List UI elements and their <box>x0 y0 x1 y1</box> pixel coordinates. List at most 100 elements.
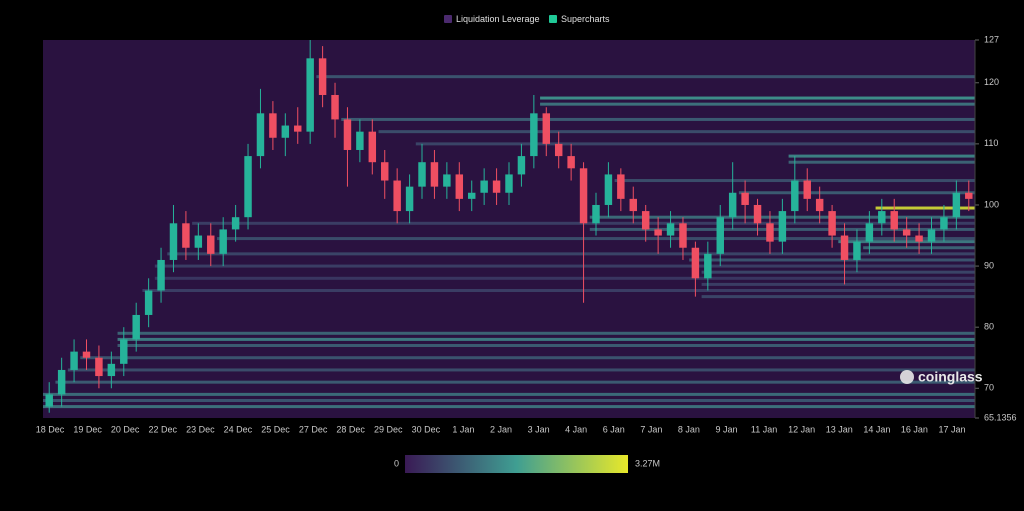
y-tick-label: 100 <box>984 199 999 209</box>
candle-body <box>443 174 451 187</box>
candle-body <box>641 211 650 230</box>
candle-body <box>207 235 215 254</box>
x-tick-label: 20 Dec <box>111 424 140 434</box>
x-tick-label: 1 Jan <box>452 424 474 434</box>
candle-body <box>530 113 538 157</box>
candle-body <box>554 143 563 157</box>
liquidation-band <box>117 344 975 348</box>
candle-body <box>244 156 252 218</box>
candle-body <box>567 156 575 169</box>
candle-body <box>231 217 240 230</box>
x-tick-label: 24 Dec <box>224 424 253 434</box>
liquidation-band <box>216 237 975 241</box>
liquidation-band <box>55 380 976 384</box>
x-tick-label: 30 Dec <box>412 424 441 434</box>
candle-body <box>927 229 936 242</box>
candle-body <box>356 131 364 150</box>
liquidation-band <box>378 130 975 134</box>
candle-body <box>815 198 824 212</box>
candle-body <box>45 394 53 407</box>
candle-body <box>629 198 637 212</box>
x-tick-label: 4 Jan <box>565 424 587 434</box>
liquidation-band <box>43 392 975 396</box>
candle-body <box>604 174 613 205</box>
liquidation-band <box>43 398 975 402</box>
candle-body <box>666 223 675 236</box>
candle-body <box>492 180 501 193</box>
x-tick-label: 25 Dec <box>261 424 290 434</box>
candle-body <box>269 113 277 138</box>
watermark: coinglass <box>918 369 983 385</box>
liquidation-band <box>540 102 975 106</box>
candle-body <box>144 290 153 315</box>
y-tick-label: 80 <box>984 322 994 332</box>
candle-body <box>741 192 749 205</box>
candle-body <box>132 314 140 340</box>
liquidation-band <box>67 368 975 372</box>
x-tick-label: 27 Dec <box>299 424 328 434</box>
candle-body <box>617 174 625 199</box>
x-tick-label: 2 Jan <box>490 424 512 434</box>
liquidation-band <box>43 405 975 409</box>
candle-body <box>716 217 724 254</box>
candle-body <box>294 125 302 132</box>
candle-body <box>331 94 339 120</box>
liquidation-band <box>701 270 975 274</box>
legend-label: Liquidation Leverage <box>456 14 540 24</box>
candle-body <box>704 253 712 279</box>
candle-body <box>281 125 290 138</box>
candle-body <box>368 131 377 163</box>
liquidation-band <box>689 258 975 262</box>
liquidation-band <box>875 206 975 210</box>
candle-body <box>753 204 762 224</box>
colorbar-label: 3.27M <box>635 458 660 468</box>
candle-body <box>405 186 414 212</box>
candle-body <box>592 204 600 224</box>
legend-label: Supercharts <box>561 14 610 24</box>
watermark-logo <box>900 370 914 384</box>
x-tick-label: 6 Jan <box>603 424 625 434</box>
liquidation-band <box>738 191 975 195</box>
candle-body <box>778 211 787 242</box>
liquidation-band <box>117 337 975 341</box>
candle-body <box>256 113 265 157</box>
liquidation-band <box>341 117 975 121</box>
candle-body <box>157 259 165 291</box>
candle-body <box>940 217 948 230</box>
liquidation-band <box>788 154 975 158</box>
candle-body <box>194 235 203 248</box>
candle-body <box>455 174 464 199</box>
candle-body <box>691 247 700 279</box>
x-tick-label: 22 Dec <box>148 424 177 434</box>
candle-body <box>120 339 128 364</box>
candle-body <box>169 223 178 260</box>
liquidation-band <box>154 264 976 268</box>
candle-body <box>82 351 91 358</box>
x-tick-label: 9 Jan <box>715 424 737 434</box>
x-tick-label: 28 Dec <box>336 424 365 434</box>
x-tick-label: 16 Jan <box>901 424 928 434</box>
x-tick-label: 17 Jan <box>938 424 965 434</box>
candle-body <box>728 192 737 218</box>
candle-body <box>467 192 476 199</box>
liquidation-band <box>117 331 975 335</box>
liquidation-band <box>142 289 975 293</box>
candle-body <box>418 162 426 187</box>
candle-body <box>219 229 227 254</box>
candle-body <box>840 235 849 260</box>
legend-swatch <box>444 15 452 23</box>
candle-body <box>890 211 898 230</box>
candle-body <box>381 162 389 181</box>
candle-body <box>107 363 116 377</box>
candle-body <box>579 168 588 224</box>
y-tick-label: 65.1356 <box>984 412 1017 422</box>
x-tick-label: 3 Jan <box>528 424 550 434</box>
candle-body <box>57 369 66 395</box>
y-tick-label: 90 <box>984 260 994 270</box>
y-tick-label: 127 <box>984 34 999 44</box>
candle-body <box>878 211 886 224</box>
y-tick-label: 110 <box>984 138 998 148</box>
liquidation-band <box>701 282 975 286</box>
liquidation-band <box>80 356 975 360</box>
x-tick-label: 7 Jan <box>640 424 662 434</box>
